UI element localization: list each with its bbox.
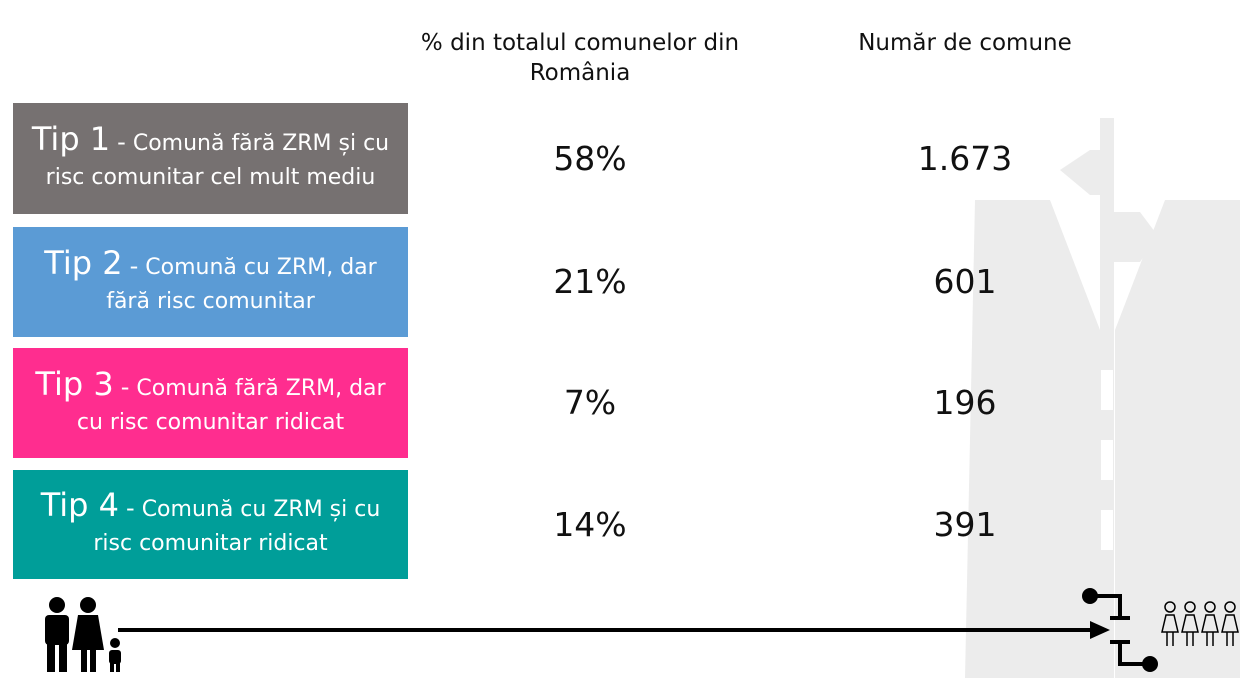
family-icon xyxy=(45,597,121,672)
group-icon xyxy=(1161,601,1239,646)
sign-right xyxy=(1114,212,1158,262)
percent-value: 14% xyxy=(553,504,627,544)
separator: - xyxy=(117,128,126,156)
count-value: 1.673 xyxy=(917,138,1013,178)
type-box: Tip 2 - Comună cu ZRM, dar fără risc com… xyxy=(13,227,408,337)
column-header: % din totalul comunelor din România xyxy=(420,30,740,86)
type-name: Tip 4 xyxy=(40,486,120,524)
type-description: Comună fără ZRM, dar cu risc comunitar r… xyxy=(76,375,386,435)
road-right xyxy=(1115,200,1240,678)
type-label: Tip 4 - Comună cu ZRM și cu risc comunit… xyxy=(19,488,402,561)
percent-value: 58% xyxy=(553,138,627,178)
type-description: Comună fără ZRM și cu risc comunitar cel… xyxy=(45,131,390,190)
separator: - xyxy=(129,251,139,280)
type-box: Tip 1 - Comună fără ZRM și cu risc comun… xyxy=(13,103,408,214)
type-name: Tip 2 xyxy=(44,243,123,282)
type-label: Tip 2 - Comună cu ZRM, dar fără risc com… xyxy=(19,246,402,319)
count-value: 391 xyxy=(933,504,997,544)
separator: - xyxy=(120,372,130,401)
column-header: Număr de comune xyxy=(858,30,1072,56)
type-description: Comună cu ZRM și cu risc comunitar ridic… xyxy=(93,497,381,556)
fork-dot xyxy=(1142,656,1158,672)
percent-value: 7% xyxy=(563,383,617,422)
sign-left xyxy=(1060,150,1100,195)
type-label: Tip 1 - Comună fără ZRM și cu risc comun… xyxy=(19,122,402,195)
type-label: Tip 3 - Comună fără ZRM, dar cu risc com… xyxy=(19,367,402,440)
type-description: Comună cu ZRM, dar fără risc comunitar xyxy=(106,254,377,314)
road-dashes xyxy=(1101,370,1113,550)
type-box: Tip 4 - Comună cu ZRM și cu risc comunit… xyxy=(13,470,408,579)
count-value: 601 xyxy=(933,262,997,301)
count-value: 196 xyxy=(933,383,997,422)
type-name: Tip 3 xyxy=(35,364,114,403)
type-name: Tip 1 xyxy=(31,120,111,158)
arrow-head xyxy=(1090,621,1110,639)
road-left xyxy=(965,200,1100,678)
type-box: Tip 3 - Comună fără ZRM, dar cu risc com… xyxy=(13,348,408,458)
fork-dot xyxy=(1082,588,1098,604)
fork-icon xyxy=(1090,594,1148,666)
percent-value: 21% xyxy=(553,262,627,301)
separator: - xyxy=(126,494,135,522)
